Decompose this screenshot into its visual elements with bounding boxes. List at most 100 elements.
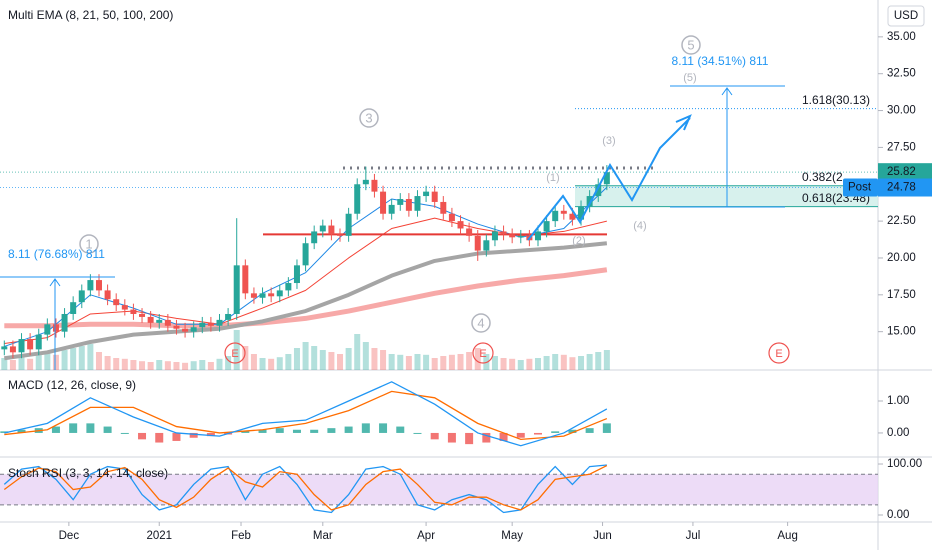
fib-label: 0.382(2 — [802, 170, 843, 184]
post-price-label: 24.78 — [887, 182, 916, 194]
volume-bar — [173, 362, 180, 370]
candle-body — [207, 322, 214, 326]
earnings-marker[interactable] — [768, 342, 790, 364]
volume-bar — [104, 356, 111, 370]
wave-label: (3) — [602, 135, 615, 147]
volume-bar — [569, 357, 576, 370]
candle-body — [268, 293, 275, 297]
volume-bar — [87, 344, 94, 370]
volume-bar — [70, 348, 77, 370]
volume-bar — [354, 334, 361, 370]
volume-bar — [78, 346, 85, 370]
candle-body — [405, 199, 412, 211]
volume-bar — [466, 352, 473, 370]
histogram-bar — [447, 432, 456, 443]
earnings-label: E — [231, 348, 238, 360]
candle-body — [164, 319, 171, 326]
candle-body — [35, 334, 42, 350]
x-tick-label: Dec — [59, 530, 80, 542]
volume-bar — [276, 357, 283, 370]
volume-bar — [526, 358, 533, 370]
histogram-bar — [120, 432, 129, 434]
wave-label: 4 — [477, 315, 484, 330]
candle-body — [500, 231, 507, 235]
wave-circle — [471, 313, 491, 333]
candle-body — [560, 210, 567, 214]
candle-body — [414, 196, 421, 211]
macd-title: MACD (12, 26, close, 9) — [8, 378, 136, 392]
y-tick-label: 32.50 — [887, 68, 916, 80]
volume-bar — [560, 354, 567, 370]
candle-body — [491, 231, 498, 241]
candle-body — [70, 302, 77, 314]
volume-bar — [199, 360, 206, 370]
candle-body — [586, 196, 593, 207]
volume-bar — [35, 354, 42, 370]
histogram-bar — [465, 432, 474, 445]
histogram-bar — [103, 426, 112, 433]
y-tick-label: 30.00 — [887, 105, 916, 117]
y-tick-label: 17.50 — [887, 289, 916, 301]
wave-circle — [79, 234, 99, 254]
candle-body — [431, 191, 438, 202]
candle-body — [233, 265, 240, 314]
volume-bar — [233, 330, 240, 370]
volume-bar — [595, 352, 602, 370]
volume-bar — [319, 350, 326, 370]
histogram-bar — [516, 432, 525, 438]
volume-bar — [216, 358, 223, 370]
candle-body — [302, 243, 309, 266]
candle-body — [61, 313, 68, 332]
y-tick-label: 100.00 — [887, 458, 922, 470]
wave-circle — [359, 108, 379, 128]
candle-body — [156, 319, 163, 323]
annotations: Multi EMA (8, 21, 50, 100, 200) MACD (12… — [0, 5, 925, 480]
candle-body — [9, 346, 16, 353]
ema-line — [4, 241, 608, 361]
earnings-label: E — [775, 348, 782, 360]
candle-body — [311, 231, 318, 244]
volume-bar — [121, 358, 128, 370]
volume-bar — [448, 354, 455, 370]
wave-label: 1 — [85, 236, 92, 251]
measure-label: 8.11 (34.51%) 811 — [672, 54, 769, 68]
histogram-bar — [138, 432, 147, 440]
volume-bar — [603, 350, 610, 370]
volume-bar — [259, 358, 266, 370]
earnings-marker[interactable] — [472, 342, 494, 364]
histogram-bar — [0, 431, 9, 433]
histogram-bar — [499, 432, 508, 441]
y-tick-label: 0.00 — [887, 427, 909, 439]
volume-bar — [95, 352, 102, 370]
candle-body — [216, 319, 223, 326]
histogram-bar — [344, 426, 353, 433]
volume-bar — [113, 358, 120, 370]
volume-bar — [552, 354, 559, 370]
candle-body — [319, 225, 326, 232]
candle-body — [242, 265, 249, 294]
candle-body — [466, 228, 473, 236]
candle-body — [121, 305, 128, 310]
currency-box[interactable] — [887, 5, 925, 27]
candle-body — [354, 184, 361, 214]
histogram-bar — [189, 432, 198, 438]
volume-bar — [328, 352, 335, 370]
histogram-bar — [241, 431, 250, 433]
candle-body — [509, 234, 516, 238]
candle-body — [534, 231, 541, 241]
x-tick-label: Apr — [417, 530, 435, 542]
y-tick-label: 1.00 — [887, 395, 909, 407]
candle-body — [474, 235, 481, 251]
volume-bar — [225, 356, 232, 370]
candle-body — [517, 235, 524, 238]
volume-bar — [164, 361, 171, 370]
earnings-marker[interactable] — [224, 342, 246, 364]
x-tick-label: Mar — [313, 530, 333, 542]
histogram-bar — [292, 429, 301, 433]
volume-bar — [491, 356, 498, 370]
y-tick-label: 0.00 — [887, 509, 909, 521]
post-price-box — [878, 178, 932, 197]
volume-bar — [302, 342, 309, 370]
